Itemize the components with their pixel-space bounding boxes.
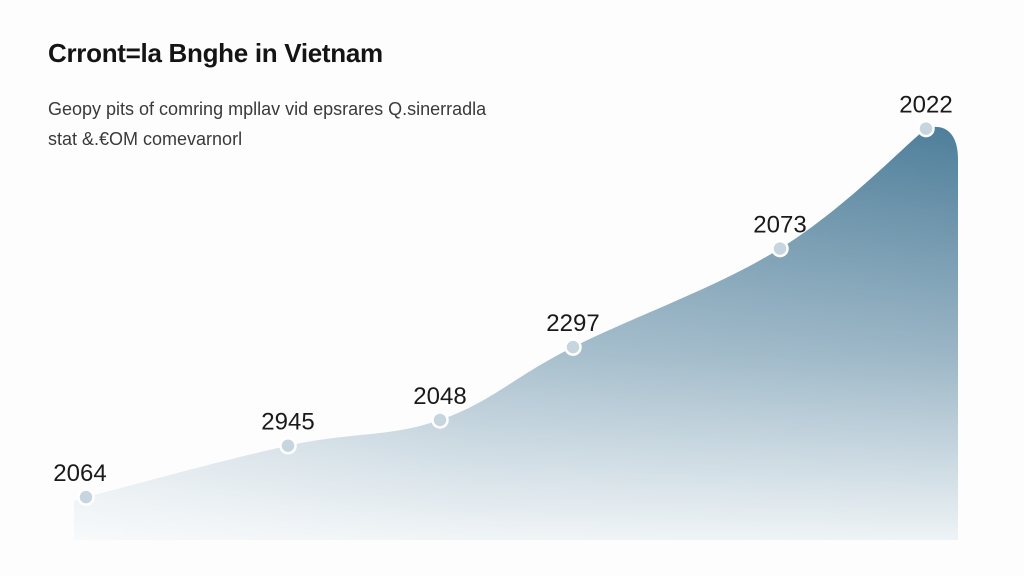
data-point-2: [279, 436, 297, 455]
subtitle-line-1: Geopy pits of comring mpllav vid epsrare…: [48, 99, 487, 119]
data-label-2: 2945: [261, 409, 314, 436]
area-fade-overlay: [74, 126, 958, 541]
data-label-5: 2073: [753, 212, 806, 239]
chart-title: Crront=la Bnghe in Vietnam: [48, 38, 383, 68]
data-label-1: 2064: [53, 460, 106, 487]
chart-subtitle: Geopy pits of comring mpllav vid epsrare…: [48, 94, 568, 154]
data-label-4: 2297: [546, 310, 599, 337]
data-label-3: 2048: [413, 383, 466, 410]
data-point-4: [564, 338, 582, 356]
data-point-5: [771, 239, 789, 258]
data-point-3: [431, 411, 449, 429]
data-label-6: 2022: [899, 92, 952, 119]
data-point-6: [917, 119, 935, 138]
data-point-1: [77, 488, 95, 506]
subtitle-line-2: stat &.€OM comevarnorl: [48, 129, 243, 149]
